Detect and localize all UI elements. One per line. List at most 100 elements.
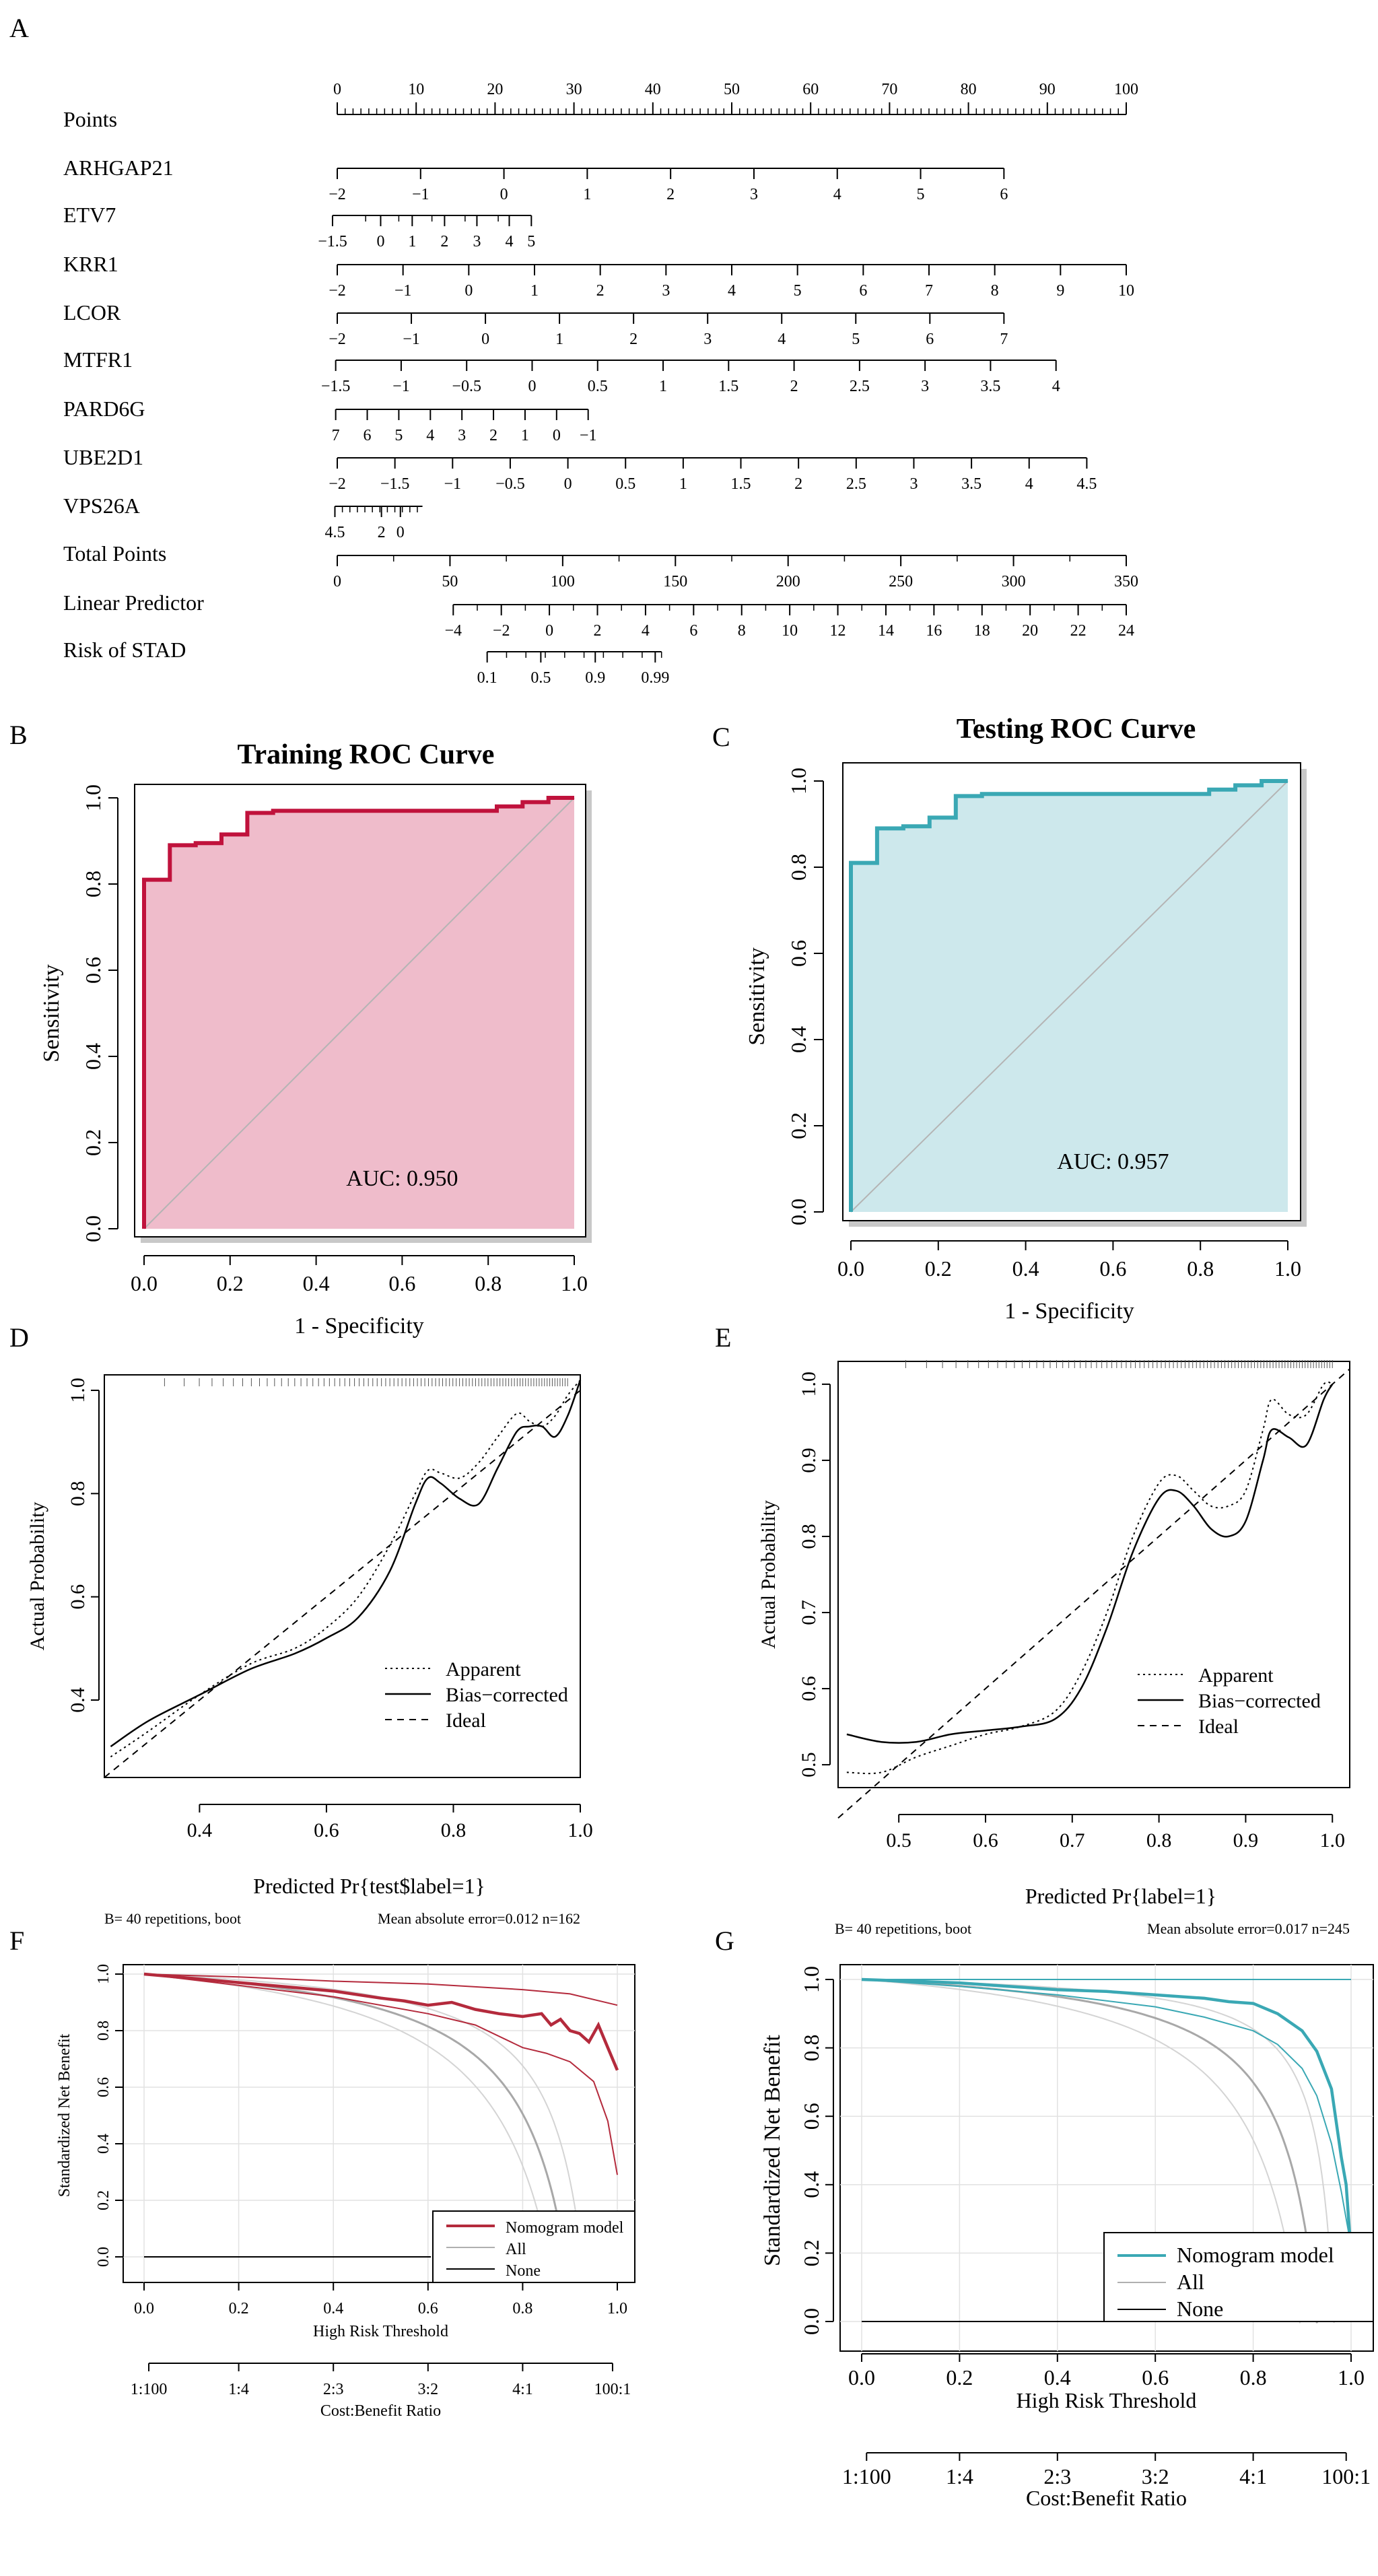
dca-legend-label: All bbox=[506, 2241, 526, 2258]
dca-nomogram-confidence-bound bbox=[861, 1979, 1352, 2247]
nomogram-tick-label: 3 bbox=[662, 282, 670, 300]
panel-letter-a: A bbox=[9, 13, 29, 43]
roc-x-axis-title: 1 - Specificity bbox=[1004, 1299, 1134, 1324]
testing-roc-panel: Testing ROC Curve AUC: 0.957 0.0 0.2 0.4 0.6 0… bbox=[745, 714, 1307, 1324]
dca-cost-tick-label: 4:1 bbox=[1239, 2464, 1267, 2488]
roc-y-tick-label: 0.4 bbox=[786, 1026, 811, 1053]
nomogram-tick-label: 3 bbox=[921, 378, 929, 395]
dca-x-axis-title: High Risk Threshold bbox=[313, 2323, 448, 2340]
nomogram-row-label: PARD6G bbox=[63, 397, 145, 421]
roc-y-tick-label: 0.8 bbox=[81, 871, 105, 897]
nomogram-tick-label: 7 bbox=[925, 282, 933, 300]
dca-legend-label: All bbox=[1177, 2270, 1204, 2294]
nomogram-tick-label: 2 bbox=[629, 331, 638, 348]
nomogram-tick-label: 90 bbox=[1039, 81, 1056, 98]
dca-cost-axis-title: Cost:Benefit Ratio bbox=[1026, 2486, 1187, 2510]
dca-y-axis-title: Standardized Net Benefit bbox=[760, 2035, 785, 2266]
dca-x-tick-label: 0.0 bbox=[134, 2300, 154, 2317]
calibration-y-tick-label: 0.6 bbox=[67, 1584, 89, 1610]
nomogram-tick-label: 12 bbox=[830, 622, 846, 640]
dca-x-tick-label: 0.2 bbox=[946, 2365, 973, 2389]
dca-cost-tick-label: 100:1 bbox=[1321, 2464, 1371, 2488]
nomogram-tick-label: −1.5 bbox=[318, 233, 347, 250]
nomogram-tick-label: −2 bbox=[329, 331, 346, 348]
roc-x-tick-label: 0.4 bbox=[303, 1271, 330, 1295]
nomogram-tick-label: 7 bbox=[332, 427, 340, 444]
nomogram-tick-label: 0 bbox=[397, 524, 405, 541]
panel-letter-d: D bbox=[9, 1322, 29, 1353]
nomogram-tick-label: 3.5 bbox=[961, 475, 981, 493]
calibration-legend-label: Ideal bbox=[1198, 1716, 1239, 1738]
calibration-x-tick-label: 0.8 bbox=[441, 1819, 467, 1841]
dca-x-tick-label: 0.0 bbox=[848, 2365, 875, 2389]
nomogram-tick-label: 3 bbox=[703, 331, 712, 348]
nomogram-tick-label: −1.5 bbox=[321, 378, 351, 395]
roc-y-tick-label: 0.2 bbox=[81, 1129, 105, 1156]
calibration-y-tick-label: 0.9 bbox=[798, 1448, 820, 1473]
nomogram-row-label: Total Points bbox=[63, 541, 166, 566]
nomogram-tick-label: 3 bbox=[473, 233, 481, 250]
calibration-y-tick-label: 0.8 bbox=[798, 1524, 820, 1549]
dca-cost-tick-label: 3:2 bbox=[1142, 2464, 1169, 2488]
train-calibration-panel: Apparent Bias−corrected Ideal 0.5 0.6 0.7 0.8 0… bbox=[757, 1360, 1350, 1937]
nomogram-tick-label: 3 bbox=[750, 186, 758, 203]
nomogram-row-label: ARHGAP21 bbox=[63, 156, 174, 180]
nomogram-tick-label: 4.5 bbox=[324, 524, 345, 541]
nomogram-tick-label: 7 bbox=[1000, 331, 1008, 348]
nomogram-tick-label: −1.5 bbox=[380, 475, 410, 493]
calibration-footer-right: Mean absolute error=0.017 n=245 bbox=[1147, 1920, 1350, 1937]
dca-nomogram-curve bbox=[143, 1972, 619, 2071]
nomogram-tick-label: −2 bbox=[329, 475, 346, 493]
calibration-y-tick-label: 1.0 bbox=[798, 1371, 820, 1397]
roc-auc-label: AUC: 0.950 bbox=[346, 1166, 458, 1191]
nomogram-tick-label: 10 bbox=[782, 622, 798, 640]
roc-y-tick-label: 0.2 bbox=[786, 1112, 811, 1139]
train-dca-panel: Nomogram model All None 0.0 0.2 0.4 0.6 0.8 1.0 H… bbox=[760, 1964, 1374, 2510]
calibration-legend-label: Bias−corrected bbox=[1198, 1690, 1321, 1712]
nomogram-tick-label: −0.5 bbox=[452, 378, 481, 395]
calibration-y-tick-label: 0.6 bbox=[798, 1676, 820, 1701]
nomogram-tick-label: 20 bbox=[487, 81, 503, 98]
dca-x-tick-label: 0.6 bbox=[418, 2300, 438, 2317]
nomogram-tick-label: 4 bbox=[833, 186, 841, 203]
calibration-footer-left: B= 40 repetitions, boot bbox=[104, 1910, 241, 1927]
calibration-series-ideal bbox=[104, 1390, 581, 1778]
nomogram-tick-label: 5 bbox=[527, 233, 535, 250]
nomogram-tick-label: 1 bbox=[659, 378, 667, 395]
nomogram-tick-label: 2 bbox=[594, 622, 602, 640]
nomogram-tick-label: −1 bbox=[394, 282, 412, 300]
dca-legend-box bbox=[1103, 2232, 1374, 2322]
nomogram-tick-label: −1 bbox=[392, 378, 410, 395]
dca-cost-axis-title: Cost:Benefit Ratio bbox=[320, 2402, 441, 2420]
nomogram-tick-label: 1 bbox=[408, 233, 416, 250]
roc-title: Training ROC Curve bbox=[238, 739, 495, 770]
nomogram-tick-label: 2.5 bbox=[846, 475, 866, 493]
calibration-legend-label: Apparent bbox=[1198, 1664, 1274, 1687]
nomogram-tick-label: 22 bbox=[1070, 622, 1087, 640]
dca-x-tick-label: 0.4 bbox=[1044, 2365, 1071, 2389]
nomogram-tick-label: 3 bbox=[909, 475, 918, 493]
panel-letter-f: F bbox=[9, 1926, 24, 1956]
nomogram-tick-label: −0.5 bbox=[495, 475, 525, 493]
calibration-y-tick-label: 0.4 bbox=[67, 1687, 89, 1713]
calibration-y-tick-label: 1.0 bbox=[67, 1378, 89, 1403]
nomogram-row-label: KRR1 bbox=[63, 252, 118, 276]
roc-y-tick-label: 0.6 bbox=[786, 940, 811, 967]
nomogram-row-label: Risk of STAD bbox=[63, 638, 186, 662]
roc-x-tick-label: 0.6 bbox=[1099, 1256, 1126, 1281]
nomogram-tick-label: 0.1 bbox=[477, 669, 497, 687]
nomogram-tick-label: 40 bbox=[645, 81, 661, 98]
calibration-footer-left: B= 40 repetitions, boot bbox=[835, 1920, 971, 1937]
nomogram-tick-label: 0 bbox=[545, 622, 553, 640]
nomogram-tick-label: −1 bbox=[403, 331, 420, 348]
dca-y-tick-label: 1.0 bbox=[95, 1964, 112, 1984]
nomogram-tick-label: −2 bbox=[329, 186, 346, 203]
roc-x-tick-label: 0.4 bbox=[1012, 1256, 1039, 1281]
nomogram-tick-label: 100 bbox=[1114, 81, 1138, 98]
nomogram-tick-label: −4 bbox=[445, 622, 462, 640]
roc-x-tick-label: 0.6 bbox=[388, 1271, 415, 1295]
roc-y-tick-label: 0.4 bbox=[81, 1043, 105, 1070]
dca-cost-tick-label: 3:2 bbox=[417, 2381, 438, 2398]
calibration-x-tick-label: 0.7 bbox=[1060, 1829, 1085, 1852]
